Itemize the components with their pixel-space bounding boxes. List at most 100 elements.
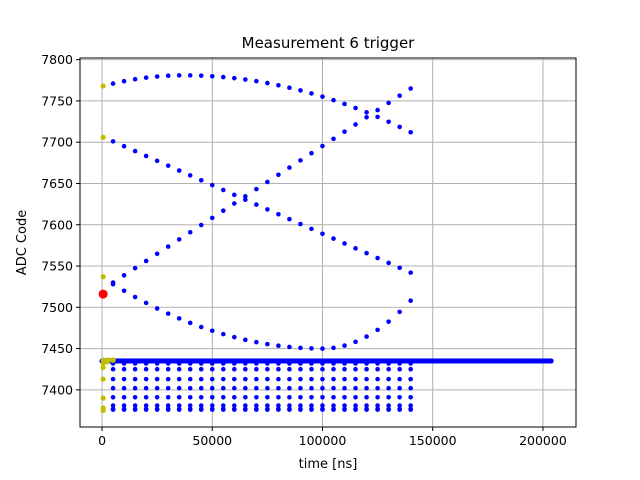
curve-point <box>254 78 259 84</box>
curve-point <box>232 75 237 81</box>
band-point <box>220 394 226 400</box>
start-point <box>103 358 110 365</box>
band-point <box>397 385 402 391</box>
band-point <box>132 385 138 391</box>
curve-point <box>364 114 369 120</box>
band-point <box>143 403 149 408</box>
curve-point <box>209 328 215 334</box>
band-point <box>176 385 182 391</box>
curve-point <box>298 345 303 351</box>
curve-point <box>187 229 193 235</box>
y-tick-label: 7800 <box>41 52 73 67</box>
band-point <box>220 407 226 412</box>
curve-point <box>386 119 391 125</box>
x-axis-label: time [ns] <box>299 457 358 472</box>
band-point <box>320 394 325 400</box>
band-point <box>353 407 358 412</box>
band-point <box>265 366 270 372</box>
curve-point <box>320 143 325 149</box>
curve-point <box>298 158 303 163</box>
curve-point <box>331 236 336 241</box>
y-tick-label: 7600 <box>41 217 73 232</box>
band-point <box>331 385 336 391</box>
band-point <box>254 394 259 400</box>
band-point <box>220 403 226 408</box>
curve-point <box>143 75 149 80</box>
curve-point <box>276 172 281 178</box>
band-point <box>243 394 248 400</box>
curve-point <box>243 77 248 82</box>
curve-point <box>342 343 347 348</box>
band-point <box>276 376 281 382</box>
band-point <box>198 385 204 391</box>
axis-ticks: 0 50000 100000 150000 200000 7400 7450 7500 7550… <box>41 52 567 448</box>
band-point <box>165 394 171 400</box>
curve-point <box>154 306 160 311</box>
chart-title: Measurement 6 trigger <box>242 34 416 52</box>
curve-point <box>121 273 127 278</box>
curve-point <box>408 270 413 275</box>
curve-point <box>397 124 402 130</box>
curve-point <box>320 94 325 99</box>
curve-point <box>132 76 138 82</box>
band-point <box>121 366 127 372</box>
band-point <box>342 394 347 400</box>
curve-point <box>165 311 171 316</box>
curve-point <box>143 300 149 306</box>
band-point <box>298 407 303 412</box>
curve-point <box>331 345 336 351</box>
curve-point <box>265 207 270 212</box>
band-point <box>232 407 237 412</box>
band-point <box>132 376 138 382</box>
curve-point <box>265 341 270 347</box>
curve-point <box>132 294 138 300</box>
x-tick-label: 150000 <box>409 433 457 448</box>
band-point <box>320 407 325 412</box>
curve-point <box>209 73 215 79</box>
band-point <box>243 407 248 412</box>
band-point <box>353 403 358 408</box>
band-point <box>397 394 402 400</box>
band-point <box>232 376 237 382</box>
band-point <box>309 385 314 391</box>
curve-point <box>243 197 248 203</box>
band-point <box>287 394 292 400</box>
curve-point <box>287 165 292 170</box>
curve-point <box>386 319 391 324</box>
band-point <box>309 376 314 382</box>
curve-point <box>132 148 138 154</box>
band-point <box>110 385 116 391</box>
curve-point <box>176 168 182 173</box>
curve-point <box>232 334 237 340</box>
curve-point <box>309 150 314 156</box>
curve-point <box>309 346 314 351</box>
band-point <box>408 366 413 372</box>
curve-point <box>375 107 380 113</box>
curve-point <box>276 343 281 349</box>
band-point <box>265 394 270 400</box>
band-point <box>232 366 237 372</box>
band-point <box>375 366 380 372</box>
band-point <box>154 394 160 400</box>
curve-point <box>254 202 259 207</box>
band-point <box>165 376 171 382</box>
curve-point <box>220 208 226 213</box>
band-point <box>364 407 369 412</box>
band-point <box>276 403 281 408</box>
curve-point <box>265 80 270 86</box>
curve-point <box>154 158 160 164</box>
band-point <box>220 376 226 382</box>
band-point <box>265 403 270 408</box>
curve-point <box>143 258 149 264</box>
curve-point <box>220 74 226 80</box>
band-point <box>353 385 358 391</box>
curve-point <box>110 139 116 144</box>
start-point <box>100 83 106 89</box>
band-point <box>254 407 259 412</box>
band-point <box>298 366 303 372</box>
band-point <box>353 366 358 372</box>
band-point <box>397 407 402 412</box>
band-point <box>408 385 413 391</box>
band-point <box>287 385 292 391</box>
band-point <box>386 376 391 382</box>
